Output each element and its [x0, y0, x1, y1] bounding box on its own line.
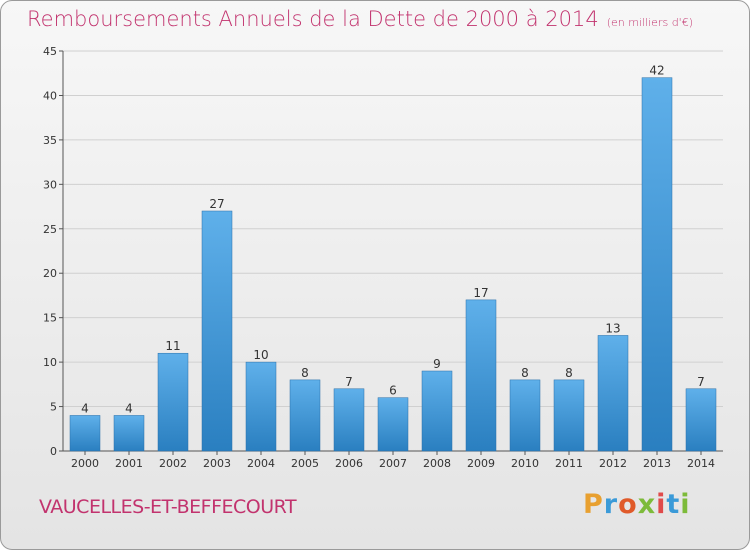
data-label-2001: 4	[125, 401, 133, 415]
bar-2007	[377, 397, 409, 452]
bar-2012	[597, 335, 629, 452]
data-label-2000: 4	[81, 401, 89, 415]
bar-2006	[333, 388, 365, 452]
y-tick-label: 40	[43, 89, 57, 102]
x-tick-label-2001: 2001	[115, 457, 143, 470]
labels-layer: 0 5 10 15 20 25 30 35 40 45 4 2000 4 2001 11 2002 27 2003…	[43, 45, 715, 470]
y-tick-label: 30	[43, 178, 57, 191]
data-label-2007: 6	[389, 384, 397, 398]
x-tick-label-2009: 2009	[467, 457, 495, 470]
logo-letter: t	[666, 489, 681, 520]
x-tick-label-2012: 2012	[599, 457, 627, 470]
data-label-2004: 10	[253, 348, 268, 362]
x-tick-label-2005: 2005	[291, 457, 319, 470]
y-tick-label: 5	[50, 401, 57, 414]
bar-2014	[685, 388, 717, 452]
data-label-2012: 13	[605, 321, 620, 335]
data-label-2005: 8	[301, 366, 309, 380]
chart-unit: (en milliers d'€)	[606, 16, 693, 29]
data-label-2014: 7	[697, 375, 705, 389]
commune-name: VAUCELLES-ET-BEFFECOURT	[39, 496, 297, 518]
logo-letter: o	[618, 489, 638, 520]
data-label-2003: 27	[209, 197, 224, 211]
data-label-2010: 8	[521, 366, 529, 380]
x-tick-label-2003: 2003	[203, 457, 231, 470]
bars-layer	[69, 77, 717, 452]
x-tick-label-2004: 2004	[247, 457, 275, 470]
bar-2001	[113, 415, 145, 452]
x-tick-label-2006: 2006	[335, 457, 363, 470]
bar-2002	[157, 352, 189, 452]
proxiti-logo[interactable]: Proxiti	[583, 489, 691, 520]
bar-2003	[201, 210, 233, 452]
data-label-2013: 42	[649, 64, 664, 78]
logo-letter: i	[680, 489, 691, 520]
y-tick-label: 0	[50, 445, 57, 458]
bar-2000	[69, 415, 101, 452]
y-tick-label: 35	[43, 134, 57, 147]
bar-2010	[509, 379, 541, 452]
x-tick-label-2000: 2000	[71, 457, 99, 470]
x-tick-label-2010: 2010	[511, 457, 539, 470]
bar-2013	[641, 77, 673, 452]
x-tick-label-2014: 2014	[687, 457, 715, 470]
y-tick-label: 15	[43, 312, 57, 325]
title-text: Remboursements Annuels de la Dette de 20…	[27, 7, 599, 31]
bar-2009	[465, 299, 497, 452]
y-tick-label: 25	[43, 223, 57, 236]
data-label-2009: 17	[473, 286, 488, 300]
data-label-2008: 9	[433, 357, 441, 371]
logo-letter: r	[603, 489, 619, 520]
data-label-2006: 7	[345, 375, 353, 389]
data-label-2011: 8	[565, 366, 573, 380]
bar-2005	[289, 379, 321, 452]
bar-2008	[421, 370, 453, 452]
x-tick-label-2007: 2007	[379, 457, 407, 470]
y-tick-label: 20	[43, 267, 57, 280]
x-tick-label-2011: 2011	[555, 457, 583, 470]
chart-title: Remboursements Annuels de la Dette de 20…	[27, 7, 693, 31]
x-tick-label-2013: 2013	[643, 457, 671, 470]
logo-letter: i	[656, 489, 667, 520]
x-tick-label-2008: 2008	[423, 457, 451, 470]
y-tick-label: 10	[43, 356, 57, 369]
y-tick-label: 45	[43, 45, 57, 58]
logo-letter: P	[583, 489, 604, 520]
logo-letter: x	[637, 489, 657, 520]
data-label-2002: 11	[165, 339, 180, 353]
x-tick-label-2002: 2002	[159, 457, 187, 470]
bar-2004	[245, 361, 277, 452]
bar-2011	[553, 379, 585, 452]
